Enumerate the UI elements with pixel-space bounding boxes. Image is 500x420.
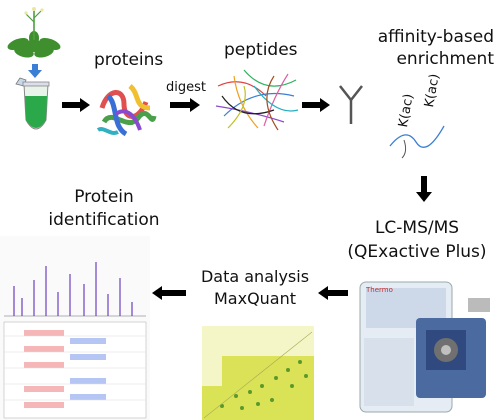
antibody-icon [339, 85, 363, 124]
analysis-line-1: Data analysis [200, 267, 310, 286]
scatter-plot-icon [202, 326, 314, 420]
analysis-line-2: MaxQuant [213, 289, 297, 308]
flow-arrow-left-2 [152, 286, 186, 300]
protein-line-2: identification [48, 210, 160, 230]
instrument-brand-label: Thermo [366, 286, 393, 294]
peptide-fragments-icon [215, 69, 299, 131]
protein-structure-icon [96, 84, 157, 137]
enrichment-label: affinity-based enrichment [354, 26, 494, 70]
lcms-line-2: (QExactive Plus) [347, 242, 487, 262]
flow-arrow-left-1 [318, 286, 348, 300]
plant-icon [7, 7, 61, 58]
sample-tube-icon [15, 77, 50, 130]
digest-label: digest [166, 80, 206, 95]
lcms-line-1: LC-MS/MS [374, 218, 460, 238]
enrichment-line-1: affinity-based [377, 27, 494, 47]
data-analysis-label: Data analysis MaxQuant [190, 266, 320, 310]
flow-arrow-1 [62, 98, 90, 112]
down-arrow-icon [28, 64, 42, 78]
protein-identification-label: Protein identification [44, 186, 164, 232]
proteins-label: proteins [94, 50, 164, 70]
flow-arrow-3 [302, 98, 330, 112]
flow-arrow-2 [170, 98, 200, 112]
flow-arrow-down [416, 176, 432, 202]
protein-line-1: Protein [74, 187, 134, 207]
kac-label-right: K(ac) [422, 72, 443, 109]
mass-spectrometer-icon [359, 281, 490, 413]
acetylated-peptide-icon [389, 125, 445, 159]
ms-spectrum-icon [0, 236, 150, 420]
lcms-label: LC-MS/MS (QExactive Plus) [336, 216, 498, 264]
enrichment-line-2: enrichment [396, 49, 494, 69]
peptides-label: peptides [224, 40, 298, 60]
results-table [3, 321, 147, 419]
